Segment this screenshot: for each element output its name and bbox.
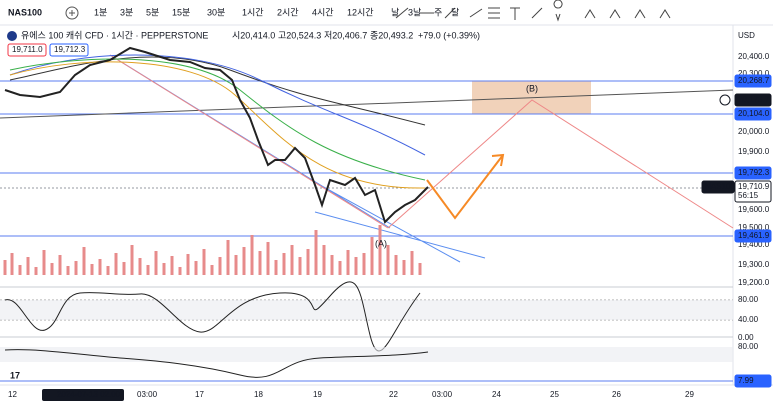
interval[interactable]: 12시간 (347, 7, 374, 17)
label-box (7, 43, 47, 57)
price-label: 20,400.0 (738, 52, 770, 61)
interval[interactable]: 달 (451, 6, 459, 17)
trendline (0, 89, 734, 119)
level-label: 19,792.3 (738, 168, 770, 177)
price-label: 20,000.0 (738, 127, 770, 136)
time-label: 19 (313, 390, 322, 399)
ohlc: 시20,414.0 (232, 30, 275, 40)
interval[interactable]: 5분 (146, 7, 159, 17)
price-label: 20,300.0 (738, 69, 770, 78)
cursor-day: 토 (45, 390, 52, 399)
crosshair-label: 20,173.7 (738, 95, 770, 104)
ohlc: 종20,493.2 (370, 30, 413, 40)
cursor-date: 2024-07-13 (57, 390, 98, 399)
interval[interactable]: 날 (391, 7, 399, 17)
ohlc: 고20,524.3 (278, 30, 321, 40)
levels (0, 80, 733, 237)
price-path (4, 46, 429, 224)
level-label: 20,268.7 (738, 76, 770, 85)
ma-fast (9, 61, 426, 189)
cursor-time: 02:00 (100, 390, 121, 399)
price-label: 19,200.0 (738, 278, 770, 287)
time-label: 26 (612, 390, 621, 399)
price-label: 19,500.0 (738, 223, 770, 232)
time-label: 03:00 (432, 390, 453, 399)
currency[interactable]: USD (738, 31, 755, 40)
label-box (734, 93, 772, 107)
time-label: 18 (254, 390, 263, 399)
indicator-label: 40.00 (738, 315, 759, 324)
ask: 19,712.3 (54, 45, 86, 54)
ohlc: 저20,406.7 (324, 30, 367, 40)
tv-logo: 17 (10, 370, 20, 380)
label-box (49, 43, 89, 57)
indicator-label: 80.00 (738, 342, 759, 351)
label-box (734, 374, 772, 388)
countdown: 56:15 (738, 191, 759, 200)
indicator-label: 80.00 (738, 295, 759, 304)
label-box (734, 229, 772, 243)
interval[interactable]: 1시간 (242, 7, 264, 17)
chart-title: 유에스 100 캐쉬 CFD · 1시간 · PEPPERSTONE (21, 30, 208, 40)
add-symbol[interactable] (65, 6, 79, 20)
indicator-box: 7.99 (738, 376, 754, 385)
osc2-line (4, 349, 429, 378)
level-label: 20,104.0 (738, 109, 770, 118)
price-label: 19,400.0 (738, 240, 770, 249)
crosshair-add[interactable] (719, 94, 731, 106)
stochastic (4, 281, 421, 352)
interval[interactable]: 30분 (207, 7, 225, 17)
channel-top (109, 54, 389, 229)
projection (387, 99, 734, 229)
ma-mid (9, 54, 426, 156)
scenario-arrow (426, 153, 505, 220)
bid: 19,711.0 (12, 45, 43, 54)
label-box (701, 180, 735, 194)
drawing-tools[interactable] (395, 0, 671, 22)
time-label: 24 (492, 390, 501, 399)
label-box (734, 166, 772, 180)
level-label: 19,461.9 (738, 231, 770, 240)
interval[interactable]: 3날 (408, 7, 421, 17)
ohlc: +79.0 (+0.39%) (418, 30, 480, 40)
label-box (734, 74, 772, 88)
symbol[interactable]: NAS100 (8, 7, 42, 17)
annotation: (B) (526, 83, 538, 93)
last-price: 19,710.9 (738, 182, 770, 191)
add-symbol-icon (69, 10, 75, 16)
interval[interactable]: 4시간 (312, 7, 334, 17)
volume (3, 225, 422, 275)
symbol-logo (7, 31, 17, 41)
interval[interactable]: 3분 (120, 7, 133, 17)
label-box (734, 107, 772, 121)
symbol-tag: NAS100 (705, 182, 735, 191)
time-label: 03:00 (137, 390, 158, 399)
ma-short (9, 58, 426, 181)
indicator-label: 0.00 (738, 333, 754, 342)
time-label: 29 (685, 390, 694, 399)
price-label: 19,900.0 (738, 147, 770, 156)
annotation: (A) (375, 238, 387, 248)
ma-long (9, 56, 426, 126)
price-label: 19,300.0 (738, 260, 770, 269)
time-label: 12 (8, 390, 17, 399)
osc2-band (0, 347, 733, 362)
interval[interactable]: 15분 (172, 7, 190, 17)
time-label: 25 (550, 390, 559, 399)
time-label: 22 (389, 390, 398, 399)
cursor-box (42, 389, 124, 401)
last-price-box (734, 180, 772, 203)
interval[interactable]: 주 (434, 7, 442, 17)
interval[interactable]: 2시간 (277, 7, 299, 17)
interval[interactable]: 1분 (94, 7, 107, 17)
price-label: 19,600.0 (738, 205, 770, 214)
time-label: 17 (195, 390, 204, 399)
osc-band (0, 300, 733, 320)
